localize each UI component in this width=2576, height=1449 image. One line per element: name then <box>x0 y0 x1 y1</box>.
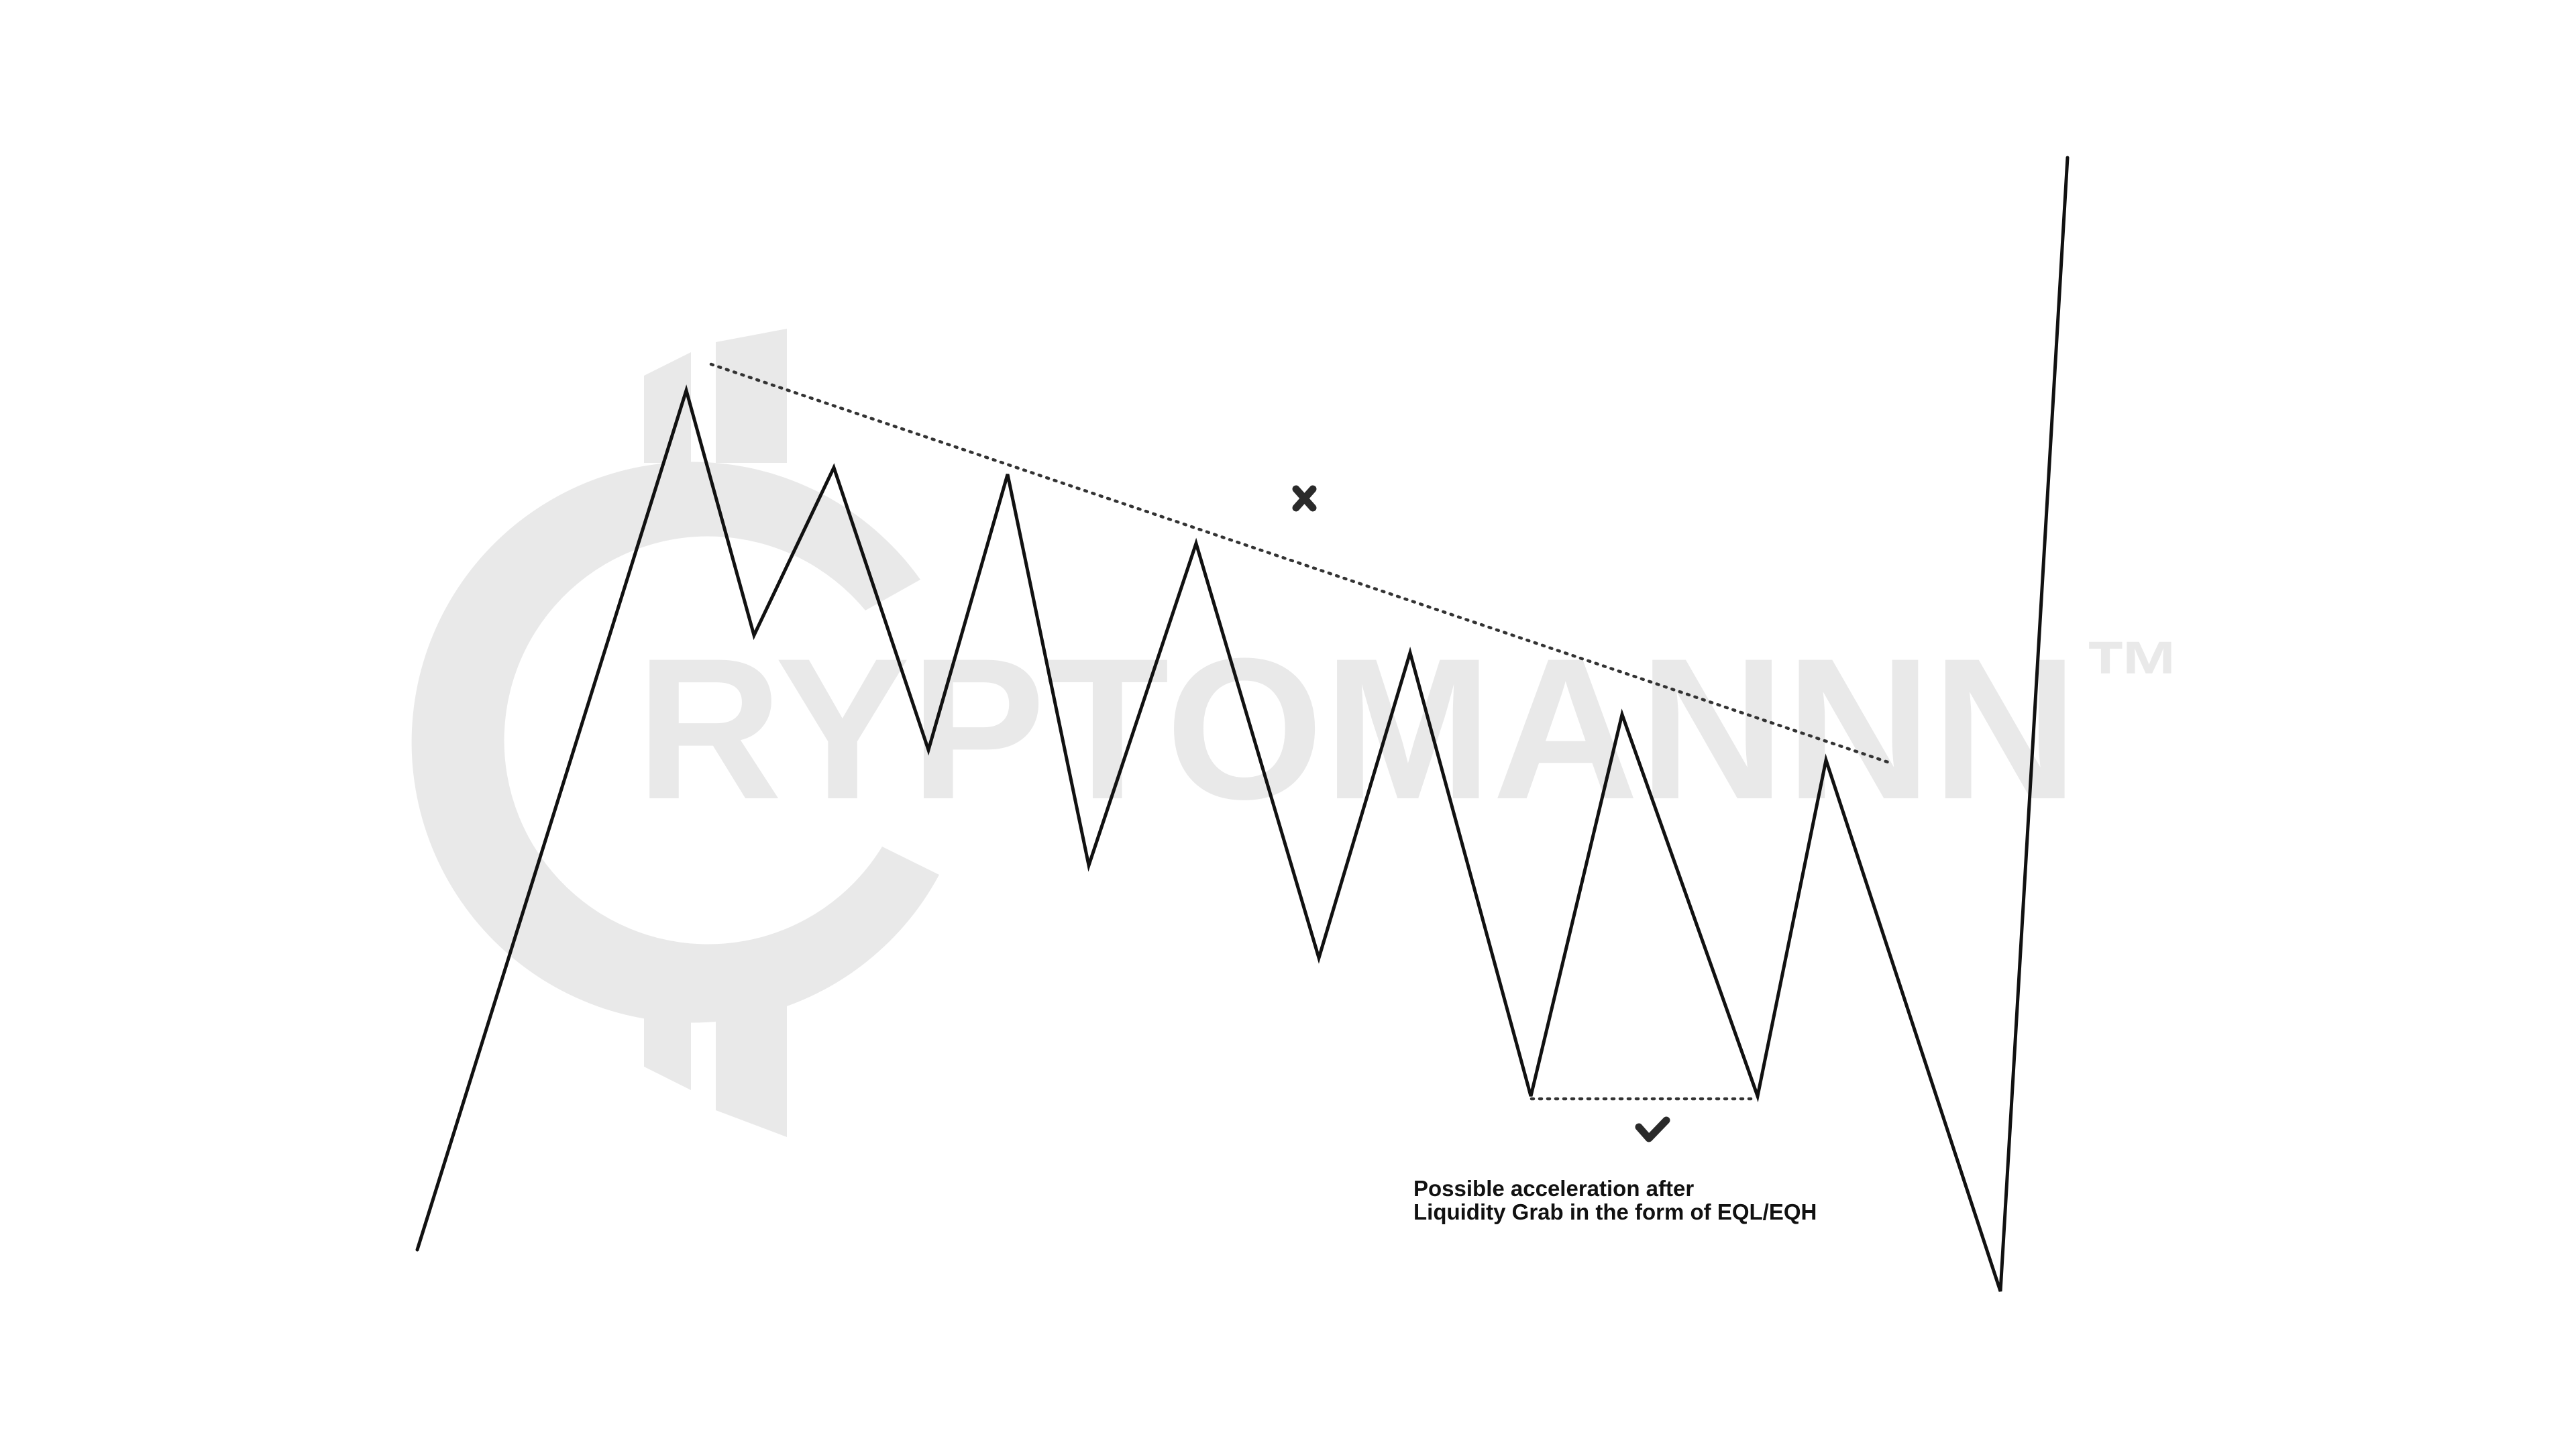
watermark-c-ring <box>411 462 939 1023</box>
watermark-bar-top-right <box>716 329 787 463</box>
annotation-line-1: Possible acceleration after <box>1413 1176 1694 1201</box>
watermark-bar-bottom-right <box>716 1006 787 1137</box>
price-path <box>415 156 2070 1292</box>
watermark-bar-bottom-left <box>644 1006 691 1090</box>
annotation-line-2: Liquidity Grab in the form of EQL/EQH <box>1413 1199 1817 1224</box>
descending-trendline <box>709 362 1894 765</box>
watermark-logo <box>411 329 939 1137</box>
checkmark-icon <box>1635 1116 1670 1142</box>
x-mark-icon <box>1292 485 1317 512</box>
watermark-trademark: ™ <box>2083 620 2184 733</box>
watermark-wordmark: RYPTOMANNN <box>636 616 2078 841</box>
watermark-bar-top-left <box>644 352 691 463</box>
